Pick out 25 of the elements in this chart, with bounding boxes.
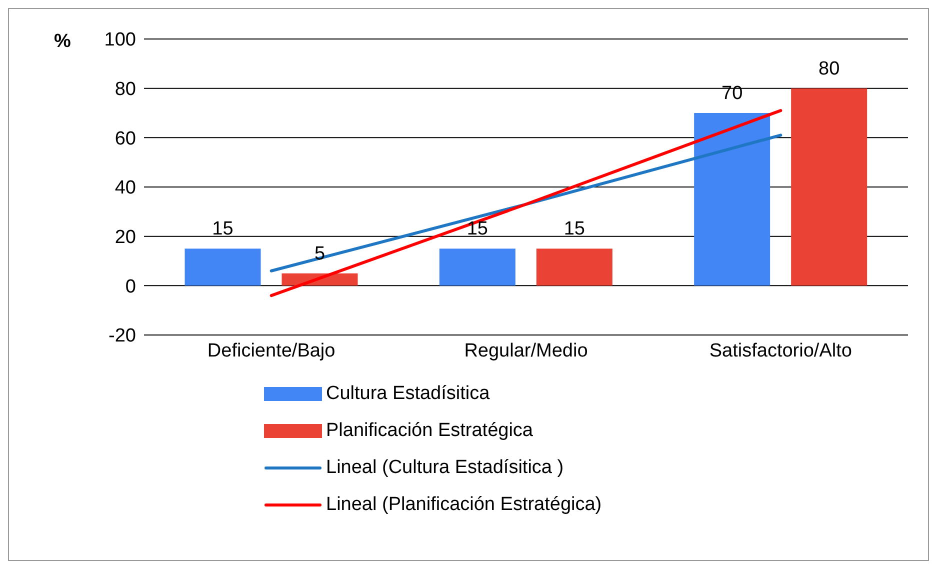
bar	[791, 88, 868, 286]
bar	[439, 248, 516, 286]
y-tick-label: 80	[114, 79, 136, 100]
y-tick-label: 60	[114, 128, 136, 150]
y-tick-label: 20	[114, 227, 136, 248]
bar	[694, 113, 770, 286]
y-tick-label: 0	[125, 276, 136, 298]
legend-label: Lineal (Cultura Estadísitica )	[326, 456, 564, 478]
data-label: 15	[466, 218, 488, 240]
y-tick-label: 100	[104, 30, 136, 51]
y-tick-label: 40	[114, 178, 136, 199]
y-tick-label: -20	[108, 326, 136, 347]
x-tick-label: Deficiente/Bajo	[207, 340, 336, 362]
data-label: 70	[722, 83, 743, 104]
bar	[536, 248, 612, 286]
data-label: 15	[212, 218, 234, 240]
data-label: 15	[564, 218, 585, 240]
bar	[184, 248, 261, 286]
x-tick-label: Satisfactorio/Alto	[709, 340, 852, 362]
y-axis-title: %	[54, 31, 71, 52]
legend-label: Lineal (Planificación Estratégica)	[326, 494, 602, 516]
x-tick-label: Regular/Medio	[464, 340, 588, 362]
data-label: 80	[818, 58, 840, 80]
legend-label: Cultura Estadísitica	[326, 382, 490, 404]
legend-label: Planificación Estratégica	[326, 420, 533, 442]
